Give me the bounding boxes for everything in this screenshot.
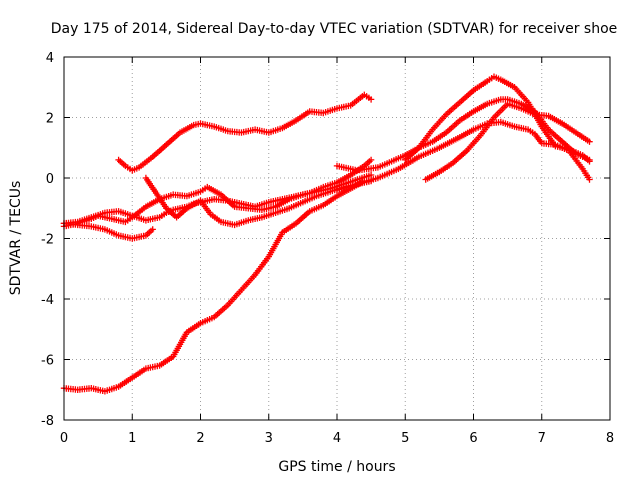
x-tick-label: 4 bbox=[333, 431, 341, 446]
series-track-10 bbox=[333, 118, 593, 194]
x-tick-label: 8 bbox=[606, 431, 614, 446]
x-tick-label: 6 bbox=[469, 431, 477, 446]
series-layer bbox=[60, 73, 593, 395]
data-point-marker bbox=[586, 156, 593, 164]
y-tick-label: 4 bbox=[46, 51, 54, 66]
x-tick-label: 7 bbox=[538, 431, 546, 446]
series-track-1 bbox=[115, 91, 375, 174]
y-tick-label: -6 bbox=[41, 354, 54, 369]
y-tick-label: 2 bbox=[46, 112, 54, 127]
data-point-marker bbox=[149, 226, 156, 233]
x-tick-label: 3 bbox=[265, 431, 273, 446]
y-tick-label: -4 bbox=[41, 293, 54, 308]
series-track-9 bbox=[422, 100, 593, 183]
series-track-8 bbox=[333, 96, 593, 174]
x-tick-label: 1 bbox=[128, 431, 136, 446]
y-tick-label: -2 bbox=[41, 233, 54, 248]
ticks: 0 1 2 3 4 5 6 7 8 -8 -6 -4 -2 0 2 4 bbox=[41, 51, 614, 446]
y-tick-label: 0 bbox=[46, 172, 54, 187]
x-tick-label: 0 bbox=[60, 431, 68, 446]
data-point-marker bbox=[367, 96, 375, 103]
x-axis-label: GPS time / hours bbox=[278, 459, 395, 475]
data-point-marker bbox=[586, 176, 593, 183]
x-tick-label: 2 bbox=[196, 431, 204, 446]
data-point-marker bbox=[586, 138, 593, 145]
chart-title: Day 175 of 2014, Sidereal Day-to-day VTE… bbox=[51, 21, 618, 37]
x-tick-label: 5 bbox=[401, 431, 409, 446]
series-track-4 bbox=[60, 220, 156, 242]
data-point-marker bbox=[367, 156, 375, 164]
y-axis-label: SDTVAR / TECUs bbox=[8, 181, 24, 296]
y-tick-label: -8 bbox=[41, 414, 54, 429]
